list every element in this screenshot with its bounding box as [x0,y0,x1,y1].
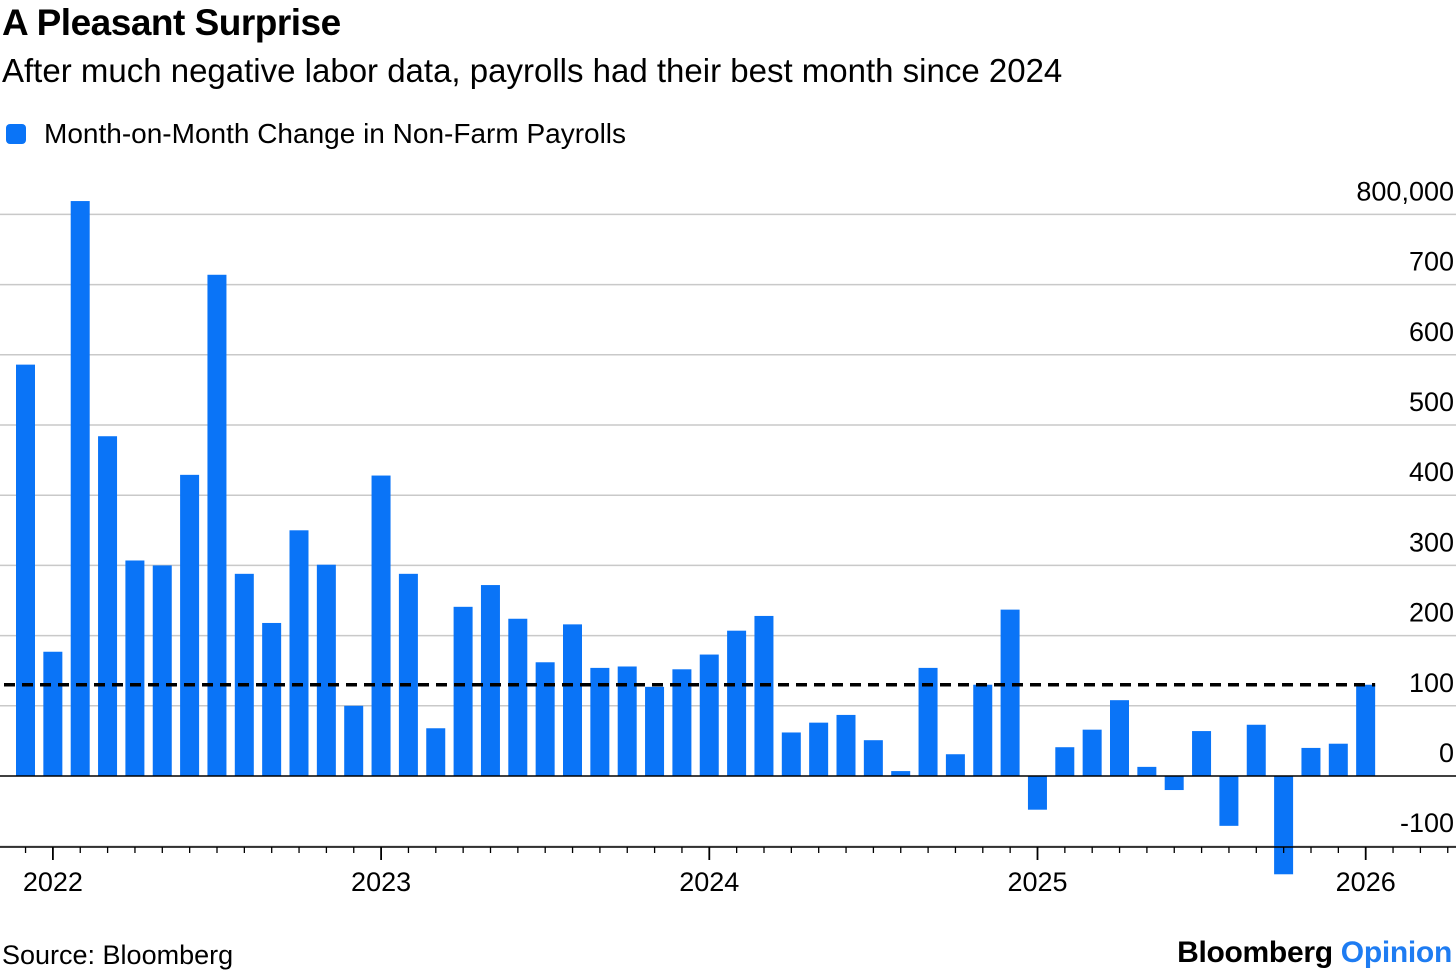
bar [1164,776,1184,791]
bar [1219,776,1239,826]
bar [1110,700,1129,776]
y-tick-label: 0 [1439,738,1454,768]
bar [453,606,473,776]
bar [344,705,364,776]
legend: Month-on-Month Change in Non-Farm Payrol… [6,118,626,150]
bar [508,618,528,776]
bar [863,740,883,776]
y-tick-label: 700 [1409,247,1454,277]
bar [289,530,309,776]
bar [973,684,993,776]
bar [234,573,254,776]
bar [1301,747,1321,776]
y-tick-label: 100 [1409,668,1454,698]
bar [590,667,610,776]
bar [1192,731,1212,776]
y-tick-label: 600 [1409,317,1454,347]
bar [262,622,282,776]
bar [699,654,719,776]
y-tick-label: -100 [1400,808,1454,838]
legend-swatch [6,124,26,144]
bar [1082,729,1102,776]
x-tick-label: 2023 [351,867,411,897]
bar [645,686,665,776]
bar [207,274,227,776]
bar [371,475,391,776]
chart-subtitle: After much negative labor data, payrolls… [2,52,1063,89]
x-tick-label: 2024 [679,867,739,897]
bar [1055,747,1075,776]
bar [754,615,774,776]
bar [16,364,35,776]
x-tick-label: 2022 [23,867,83,897]
y-tick-label: 400 [1409,457,1454,487]
legend-label: Month-on-Month Change in Non-Farm Payrol… [44,118,627,149]
bar [672,669,692,776]
bar [125,560,145,776]
bar [1027,776,1047,810]
bar [316,564,336,776]
y-tick-label: 800,000 [1356,176,1454,206]
bar [98,436,118,776]
bar [809,722,829,776]
bar [70,201,90,776]
bar [1246,724,1266,776]
bar [152,565,172,776]
bar [918,667,938,776]
source-note: Source: Bloomberg [2,940,234,970]
bar [1356,684,1376,776]
bar [398,573,418,776]
brand-logo: Bloomberg Opinion [1177,936,1452,970]
bar [836,714,856,776]
bar [535,662,555,776]
chart-title: A Pleasant Surprise [2,2,341,43]
x-tick-label: 2025 [1007,867,1067,897]
y-tick-label: 500 [1409,387,1454,417]
bar [727,630,747,776]
bar [945,754,965,776]
bar [1137,766,1157,776]
bar [891,771,911,776]
brand-main: Bloomberg [1177,936,1333,969]
bar [781,732,801,776]
bar [617,666,637,776]
x-tick-label: 2026 [1336,867,1396,897]
bar [426,728,446,776]
bar [563,624,582,776]
bar [180,474,200,776]
bar [43,651,63,776]
y-tick-label: 300 [1409,527,1454,557]
bar [1328,743,1348,776]
brand-accent: Opinion [1340,936,1453,969]
bar [480,585,500,776]
bar [1000,609,1020,776]
y-tick-label: 200 [1409,598,1454,628]
bar [1274,776,1294,875]
